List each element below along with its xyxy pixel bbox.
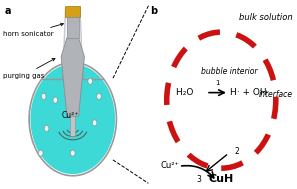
Text: a: a [4,6,11,16]
Text: 3: 3 [196,175,201,184]
Text: Cu²⁺: Cu²⁺ [161,161,180,170]
Text: bubble interior: bubble interior [200,67,257,76]
Circle shape [53,97,58,103]
Circle shape [44,125,49,132]
Circle shape [97,93,101,99]
Text: horn sonicator: horn sonicator [3,23,63,37]
FancyBboxPatch shape [67,17,79,38]
Text: purging gas: purging gas [3,58,55,79]
Polygon shape [61,38,84,116]
Polygon shape [63,9,83,79]
Circle shape [30,64,115,174]
Text: 1: 1 [215,80,220,86]
Text: Cu²⁺: Cu²⁺ [61,111,78,120]
FancyBboxPatch shape [70,116,75,136]
Circle shape [167,32,276,168]
Text: b: b [150,6,157,16]
Circle shape [70,150,75,156]
Circle shape [88,78,93,84]
Text: H₂O: H₂O [176,88,196,97]
Circle shape [38,150,43,156]
Circle shape [41,93,46,99]
Text: interface: interface [258,90,293,99]
Text: H· + OH·: H· + OH· [230,88,270,97]
Circle shape [63,74,68,81]
Text: bulk solution: bulk solution [239,13,293,22]
Circle shape [92,120,97,126]
FancyBboxPatch shape [65,6,80,17]
Text: CuH: CuH [208,174,234,184]
Text: 2: 2 [234,147,239,156]
